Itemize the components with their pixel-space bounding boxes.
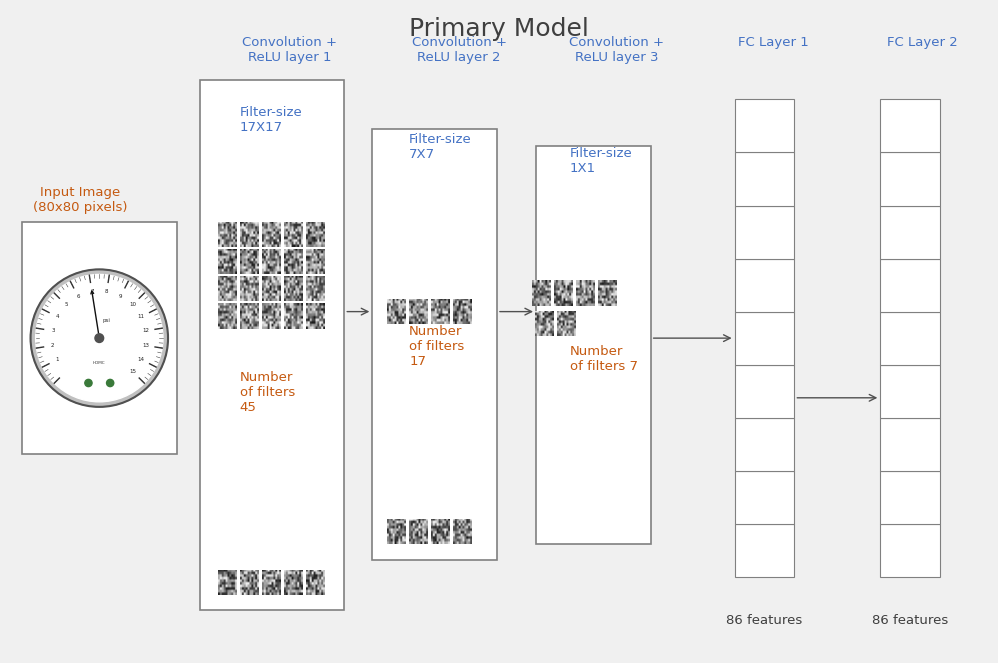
Bar xyxy=(22,222,177,454)
Text: Filter-size
1X1: Filter-size 1X1 xyxy=(570,147,633,175)
Bar xyxy=(735,259,794,312)
Bar xyxy=(880,312,940,365)
Bar xyxy=(880,471,940,524)
Text: Filter-size
17X17: Filter-size 17X17 xyxy=(240,106,302,134)
Bar xyxy=(880,152,940,206)
Bar xyxy=(536,146,651,544)
Text: FC Layer 1: FC Layer 1 xyxy=(739,36,808,50)
Text: Primary Model: Primary Model xyxy=(409,17,589,40)
Bar xyxy=(372,129,497,560)
Bar xyxy=(735,206,794,259)
Text: Convolution +
ReLU layer 3: Convolution + ReLU layer 3 xyxy=(569,36,665,64)
Text: Input Image
(80x80 pixels): Input Image (80x80 pixels) xyxy=(33,186,127,213)
Bar xyxy=(880,259,940,312)
Bar xyxy=(880,418,940,471)
Bar xyxy=(735,418,794,471)
Bar xyxy=(735,471,794,524)
Text: Number
of filters
17: Number of filters 17 xyxy=(409,325,464,368)
Text: Filter-size
7X7: Filter-size 7X7 xyxy=(409,133,472,160)
Text: Number
of filters
45: Number of filters 45 xyxy=(240,371,294,414)
Bar xyxy=(880,365,940,418)
Text: 86 features: 86 features xyxy=(727,613,802,627)
Text: 86 features: 86 features xyxy=(872,613,948,627)
Text: Convolution +
ReLU layer 2: Convolution + ReLU layer 2 xyxy=(411,36,507,64)
Text: Number
of filters 7: Number of filters 7 xyxy=(570,345,638,373)
Bar xyxy=(735,152,794,206)
Bar xyxy=(735,524,794,577)
Text: Convolution +
ReLU layer 1: Convolution + ReLU layer 1 xyxy=(242,36,337,64)
Bar xyxy=(880,206,940,259)
Bar xyxy=(735,365,794,418)
Bar xyxy=(880,524,940,577)
Bar xyxy=(880,99,940,152)
Bar xyxy=(735,99,794,152)
Text: FC Layer 2: FC Layer 2 xyxy=(887,36,957,50)
Bar xyxy=(200,80,344,610)
Bar xyxy=(735,312,794,365)
